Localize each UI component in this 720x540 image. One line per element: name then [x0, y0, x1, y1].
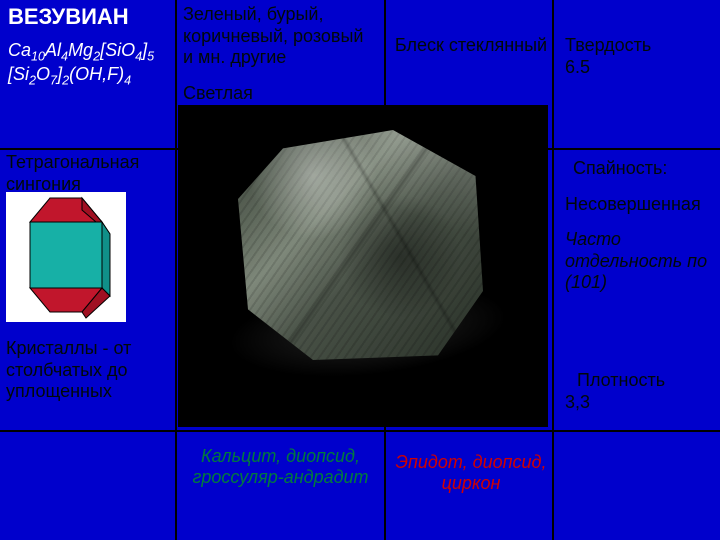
cell-paragenesis: Кальцит, диопсид, гроссуляр-андрадит [183, 446, 378, 488]
cell-hardness: Твердость 6.5 [565, 35, 715, 78]
density-value: 3,3 [565, 392, 715, 414]
cell-cleavage: Спайность: Несовершенная Часто отдельнос… [565, 158, 720, 294]
cell-color: Зеленый, бурый, коричневый, розовый и мн… [183, 4, 378, 104]
streak-text: Светлая [183, 83, 378, 105]
cell-luster: Блеск стеклянный [392, 35, 550, 57]
grid-vline [175, 0, 177, 540]
grid-vline [552, 0, 554, 540]
hardness-label: Твердость [565, 35, 715, 57]
crystal-diagram-svg [6, 192, 126, 322]
mineral-name: ВЕЗУВИАН [8, 4, 173, 30]
mineral-formula: Ca10Al4Mg2[SiO4]5[Si2O7]2(OH,F)4 [8, 40, 173, 87]
photo-crystal [238, 130, 488, 360]
density-label: Плотность [577, 370, 715, 392]
mineral-photo [178, 105, 548, 427]
crystal-system: Тетрагональная сингония [6, 152, 176, 195]
crystal-habit: Кристаллы - от столбчатых до уплощенных [6, 338, 176, 403]
cleavage-value: Несовершенная [565, 194, 720, 216]
cleavage-label: Спайность: [573, 158, 720, 180]
grid-hline [0, 430, 720, 432]
similar-text: Эпидот, диопсид, циркон [392, 452, 550, 494]
cell-title: ВЕЗУВИАН Ca10Al4Mg2[SiO4]5[Si2O7]2(OH,F)… [8, 4, 173, 87]
hardness-value: 6.5 [565, 57, 715, 79]
cell-habit: Кристаллы - от столбчатых до уплощенных [6, 338, 176, 403]
cell-density: Плотность 3,3 [565, 370, 715, 413]
cell-system: Тетрагональная сингония [6, 152, 176, 195]
color-text: Зеленый, бурый, коричневый, розовый и мн… [183, 4, 378, 69]
paragenesis-text: Кальцит, диопсид, гроссуляр-андрадит [183, 446, 378, 488]
cell-similar: Эпидот, диопсид, циркон [392, 452, 550, 494]
luster-text: Блеск стеклянный [392, 35, 550, 57]
parting-text: Часто отдельность по (101) [565, 229, 720, 294]
crystal-diagram [6, 192, 126, 322]
